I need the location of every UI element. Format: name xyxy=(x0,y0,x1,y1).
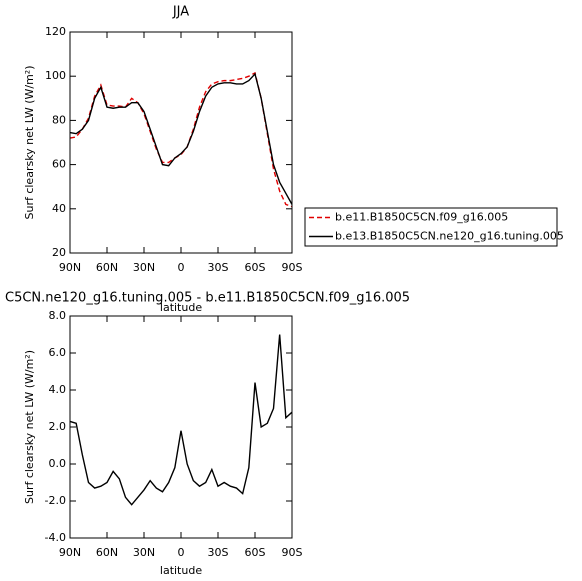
y-tick-label: 80 xyxy=(52,113,66,126)
x-tick-label: 60N xyxy=(96,261,118,274)
x-tick-label: 30N xyxy=(133,546,155,559)
x-tick-label: 90S xyxy=(282,261,303,274)
y-axis-label: Surf clearsky net LW (W/m²) xyxy=(23,65,36,219)
y-tick-label: 120 xyxy=(45,25,66,38)
x-tick-label: 90S xyxy=(282,546,303,559)
x-tick-label: 0 xyxy=(178,261,185,274)
y-tick-label: 100 xyxy=(45,69,66,82)
x-tick-label: 90N xyxy=(59,546,81,559)
y-axis-label: Surf clearsky net LW (W/m²) xyxy=(23,350,36,504)
y-tick-label: 4.0 xyxy=(49,383,67,396)
x-tick-label: 30S xyxy=(208,546,229,559)
plot-frame xyxy=(69,315,293,539)
x-axis-label: latitude xyxy=(160,564,202,577)
x-tick-label: 90N xyxy=(59,261,81,274)
data-line xyxy=(69,334,293,506)
x-tick-label: 60N xyxy=(96,546,118,559)
x-tick-label: 60S xyxy=(245,261,266,274)
x-tick-label: 30N xyxy=(133,261,155,274)
y-tick-label: -2.0 xyxy=(45,494,66,507)
y-tick-label: 2.0 xyxy=(49,420,67,433)
y-tick-label: -4.0 xyxy=(45,531,66,544)
y-tick-label: 20 xyxy=(52,246,66,259)
y-tick-label: 6.0 xyxy=(49,346,67,359)
x-tick-label: 0 xyxy=(178,546,185,559)
data-line xyxy=(69,71,293,208)
x-tick-label: 60S xyxy=(245,546,266,559)
y-tick-label: 8.0 xyxy=(49,309,67,322)
legend-box xyxy=(304,207,558,247)
data-line xyxy=(69,72,293,205)
x-axis-label: latitude xyxy=(160,301,202,314)
x-tick-label: 30S xyxy=(208,261,229,274)
plot-frame xyxy=(69,31,293,254)
chart-title: JJA xyxy=(172,5,189,20)
chart-title: C5CN.ne120_g16.tuning.005 - b.e11.B1850C… xyxy=(5,291,410,306)
y-tick-label: 60 xyxy=(52,158,66,171)
legend-label: b.e11.B1850C5CN.f09_g16.005 xyxy=(335,211,508,224)
legend-label: b.e13.B1850C5CN.ne120_g16.tuning.005 xyxy=(335,230,564,243)
y-tick-label: 40 xyxy=(52,202,66,215)
y-tick-label: 0.0 xyxy=(49,457,67,470)
